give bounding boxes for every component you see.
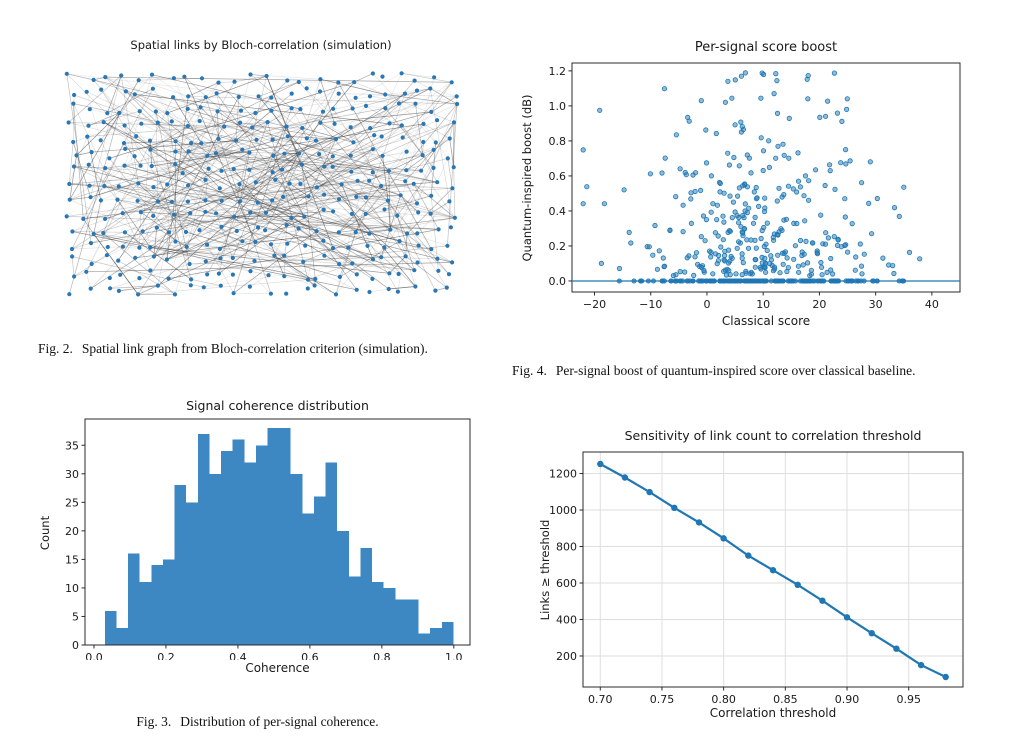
svg-text:200: 200 bbox=[556, 650, 577, 663]
svg-text:−10: −10 bbox=[639, 298, 662, 311]
fig5-line-chart: 0.70 0.75 0.80 0.85 0.90 0.95 200 400 600 800 1000… bbox=[530, 444, 1024, 706]
svg-text:30: 30 bbox=[65, 468, 79, 481]
svg-text:600: 600 bbox=[556, 577, 577, 590]
fig5-xlabel: Correlation threshold bbox=[709, 706, 837, 720]
svg-text:0.8: 0.8 bbox=[373, 651, 391, 660]
fig4-scatter-chart: −20 −10 0 10 20 30 40 0.0 0.2 0.4 0.6 0.8 1.0 1.2 bbox=[512, 52, 1017, 314]
svg-text:800: 800 bbox=[556, 541, 577, 554]
svg-text:25: 25 bbox=[65, 496, 79, 509]
svg-text:20: 20 bbox=[65, 525, 79, 538]
fig2-caption: Fig. 2. Spatial link graph from Bloch-cor… bbox=[38, 341, 488, 357]
svg-text:20: 20 bbox=[812, 298, 826, 311]
svg-text:1.0: 1.0 bbox=[549, 100, 567, 113]
svg-text:40: 40 bbox=[925, 298, 939, 311]
svg-text:0.4: 0.4 bbox=[229, 651, 247, 660]
fig3-caption-text: Distribution of per-signal coherence. bbox=[180, 714, 379, 729]
svg-text:1.2: 1.2 bbox=[549, 65, 567, 78]
svg-text:400: 400 bbox=[556, 613, 577, 626]
fig2-title: Spatial links by Bloch-correlation (simu… bbox=[130, 38, 392, 52]
svg-text:0.6: 0.6 bbox=[301, 651, 319, 660]
fig3-histogram-chart: 0.0 0.2 0.4 0.6 0.8 1.0 0 5 10 15 20 25 30 35 bbox=[30, 408, 485, 664]
svg-text:0.6: 0.6 bbox=[549, 170, 567, 183]
svg-text:−20: −20 bbox=[583, 298, 606, 311]
svg-text:35: 35 bbox=[65, 439, 79, 452]
svg-text:0.2: 0.2 bbox=[157, 651, 175, 660]
fig4-caption: Fig. 4. Per-signal boost of quantum-inspi… bbox=[512, 363, 1022, 379]
svg-text:0.70: 0.70 bbox=[588, 693, 613, 706]
fig4-caption-text: Per-signal boost of quantum-inspired sco… bbox=[555, 363, 916, 378]
svg-text:0.0: 0.0 bbox=[549, 275, 567, 288]
fig5-title: Sensitivity of link count to correlation… bbox=[624, 428, 922, 443]
svg-text:30: 30 bbox=[869, 298, 883, 311]
svg-text:10: 10 bbox=[65, 582, 79, 595]
fig4-ylabel: Quantum-inspired boost (dB) bbox=[520, 94, 534, 262]
fig2-caption-text: Spatial link graph from Bloch-correlatio… bbox=[81, 341, 428, 356]
svg-text:10: 10 bbox=[756, 298, 770, 311]
svg-text:0.95: 0.95 bbox=[896, 693, 921, 706]
fig3-title: Signal coherence distribution bbox=[186, 398, 369, 413]
svg-text:0.80: 0.80 bbox=[711, 693, 736, 706]
fig3-caption-label: Fig. 3. bbox=[136, 714, 172, 729]
fig3-xlabel: Coherence bbox=[245, 661, 310, 675]
svg-text:0.90: 0.90 bbox=[835, 693, 860, 706]
svg-text:0.85: 0.85 bbox=[773, 693, 798, 706]
svg-text:0.8: 0.8 bbox=[549, 135, 567, 148]
fig4-xlabel: Classical score bbox=[721, 314, 811, 328]
svg-text:0: 0 bbox=[72, 639, 79, 652]
fig5-ylabel: Links ≥ threshold bbox=[538, 519, 552, 621]
fig4-caption-label: Fig. 4. bbox=[512, 363, 547, 378]
svg-text:1.0: 1.0 bbox=[445, 651, 463, 660]
svg-text:0.2: 0.2 bbox=[549, 240, 567, 253]
fig3-ylabel: Count bbox=[38, 515, 52, 551]
svg-text:0: 0 bbox=[703, 298, 710, 311]
svg-text:1000: 1000 bbox=[549, 504, 577, 517]
fig2-caption-label: Fig. 2. bbox=[38, 341, 73, 356]
svg-text:0.4: 0.4 bbox=[549, 205, 567, 218]
fig3-caption: Fig. 3. Distribution of per-signal cohere… bbox=[30, 714, 485, 730]
fig4-title: Per-signal score boost bbox=[694, 40, 838, 55]
svg-text:1200: 1200 bbox=[549, 468, 577, 481]
svg-text:5: 5 bbox=[72, 610, 79, 623]
svg-text:0.75: 0.75 bbox=[650, 693, 675, 706]
svg-text:15: 15 bbox=[65, 553, 79, 566]
fig2-network-chart bbox=[62, 60, 464, 308]
svg-text:0.0: 0.0 bbox=[85, 651, 103, 660]
